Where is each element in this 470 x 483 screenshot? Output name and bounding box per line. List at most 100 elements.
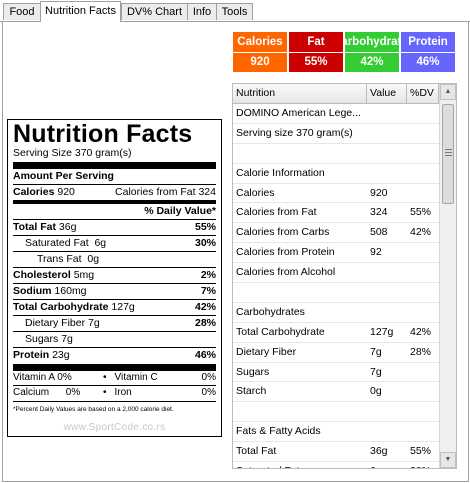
tab-nutrition-facts[interactable]: Nutrition Facts bbox=[40, 1, 121, 22]
scroll-up-icon[interactable]: ▲ bbox=[440, 84, 456, 100]
vertical-scrollbar[interactable]: ▲ ▼ bbox=[439, 84, 456, 468]
table-row[interactable]: DOMINO American Lege... bbox=[233, 104, 439, 124]
cholesterol-row: Cholesterol 5mg 2% bbox=[13, 267, 216, 283]
cell-nutrition: Total Carbohydrate bbox=[236, 325, 325, 338]
total-fat-pct: 55% bbox=[194, 221, 216, 233]
cell-value bbox=[367, 164, 407, 183]
protein-pct: 46% bbox=[194, 349, 216, 361]
cell-value bbox=[367, 303, 407, 322]
trans-fat-amount: 0g bbox=[87, 253, 100, 265]
cell-dv bbox=[407, 283, 439, 302]
cell-dv bbox=[407, 402, 439, 421]
protein-label: Protein bbox=[13, 349, 50, 361]
table-row[interactable]: Calories from Protein 92 bbox=[233, 243, 439, 264]
calories-label: Calories bbox=[13, 186, 55, 198]
table-row[interactable]: Calories 920 bbox=[233, 184, 439, 204]
tab-food[interactable]: Food bbox=[3, 3, 41, 20]
table-row[interactable] bbox=[233, 283, 439, 303]
total-carb-pct: 42% bbox=[194, 301, 216, 313]
daily-value-header-text: % Daily Value* bbox=[144, 205, 216, 217]
grip-line-3 bbox=[445, 155, 452, 156]
calories-summary-label: Calories bbox=[232, 31, 288, 53]
cell-nutrition: Calorie Information bbox=[236, 166, 325, 179]
calories-from-fat: Calories from Fat 324 bbox=[115, 186, 216, 198]
fiber-pct: 28% bbox=[194, 317, 216, 329]
protein-summary: Protein 46% bbox=[400, 31, 456, 73]
watermark: www.SportCode.co.rs bbox=[63, 422, 166, 433]
protein-amount: 23g bbox=[52, 349, 70, 361]
tab-dv-chart[interactable]: DV% Chart bbox=[121, 3, 188, 20]
scroll-down-icon[interactable]: ▼ bbox=[440, 452, 456, 468]
column-header-value[interactable]: Value bbox=[367, 84, 407, 103]
table-row[interactable]: Total Carbohydrate 127g 42% bbox=[233, 323, 439, 343]
cell-value bbox=[367, 422, 407, 441]
cell-value: 92 bbox=[370, 246, 382, 259]
grid-body: DOMINO American Lege... Serving size 370 … bbox=[233, 104, 439, 468]
cell-nutrition: Carbohydrates bbox=[236, 305, 305, 318]
cell-dv: 42% bbox=[410, 226, 432, 239]
sugars-row: Sugars 7g bbox=[13, 331, 216, 347]
table-row[interactable]: Calories from Carbs 508 42% bbox=[233, 223, 439, 244]
tab-tools[interactable]: Tools bbox=[216, 3, 253, 20]
table-row[interactable] bbox=[233, 402, 439, 423]
cell-value bbox=[367, 124, 407, 143]
tab-bar: Food Nutrition Facts DV% Chart Info Tool… bbox=[0, 0, 470, 22]
cell-nutrition: Fats & Fatty Acids bbox=[236, 425, 321, 438]
table-row[interactable]: Starch 0g bbox=[233, 382, 439, 403]
cell-dv: 55% bbox=[410, 206, 432, 219]
table-row[interactable]: Calorie Information bbox=[233, 164, 439, 184]
vitamin-c-pct: 0% bbox=[201, 372, 216, 383]
fiber-row: Dietary Fiber 7g 28% bbox=[13, 315, 216, 331]
protein-row: Protein 23g 46% bbox=[13, 347, 216, 363]
carbs-summary: Carbohydrates 42% bbox=[344, 31, 400, 73]
cell-nutrition bbox=[233, 283, 367, 302]
column-header-nutrition[interactable]: Nutrition bbox=[233, 84, 367, 103]
sodium-label: Sodium bbox=[13, 285, 52, 297]
table-row[interactable]: Carbohydrates bbox=[233, 303, 439, 323]
footnote: *Percent Daily Values are based on a 2,0… bbox=[13, 401, 216, 414]
calcium-label: Calcium bbox=[13, 387, 50, 398]
table-row[interactable]: Dietary Fiber 7g 28% bbox=[233, 343, 439, 363]
table-row[interactable]: Sugars 7g bbox=[233, 363, 439, 383]
cell-dv: 30% bbox=[407, 462, 439, 468]
daily-value-header: % Daily Value* bbox=[13, 200, 216, 219]
cell-value bbox=[367, 144, 407, 163]
cell-value bbox=[367, 104, 407, 123]
iron-pct: 0% bbox=[201, 387, 216, 398]
cell-nutrition bbox=[233, 402, 367, 421]
saturated-fat-label: Saturated Fat bbox=[25, 237, 89, 249]
vitamin-a-label: Vitamin A bbox=[13, 372, 55, 383]
nutrition-facts-label: Nutrition Facts Serving Size 370 gram(s)… bbox=[7, 119, 222, 437]
cell-nutrition: Sugars bbox=[236, 365, 270, 378]
saturated-fat-row: Saturated Fat 6g 30% bbox=[13, 235, 216, 251]
table-row[interactable]: Total Fat 36g 55% bbox=[233, 442, 439, 463]
cholesterol-label: Cholesterol bbox=[13, 269, 71, 281]
cell-dv bbox=[407, 263, 439, 282]
column-header-dv[interactable]: %DV bbox=[407, 84, 439, 103]
carbs-summary-label: Carbohydrates bbox=[344, 31, 400, 53]
table-row[interactable]: Calories from Alcohol bbox=[233, 263, 439, 284]
cell-dv bbox=[407, 363, 439, 382]
table-row[interactable] bbox=[233, 144, 439, 164]
table-row[interactable]: Serving size 370 gram(s) bbox=[233, 124, 439, 144]
cell-value: 7g bbox=[370, 345, 382, 358]
total-carb-row: Total Carbohydrate 127g 42% bbox=[13, 299, 216, 315]
tab-content-frame bbox=[2, 21, 469, 482]
label-title: Nutrition Facts bbox=[13, 120, 193, 148]
cell-value: 508 bbox=[370, 226, 388, 239]
cell-dv bbox=[407, 104, 439, 123]
nutrition-grid[interactable]: Nutrition Value %DV DOMINO American Lege… bbox=[232, 83, 457, 469]
table-row[interactable]: Fats & Fatty Acids bbox=[233, 422, 439, 443]
cell-dv bbox=[407, 422, 439, 441]
cell-dv bbox=[407, 303, 439, 322]
scroll-thumb[interactable] bbox=[442, 104, 454, 204]
sugars-label: Sugars bbox=[25, 333, 59, 345]
calories-summary-value: 920 bbox=[232, 53, 288, 73]
cholesterol-pct: 2% bbox=[200, 269, 216, 281]
calories-row: Calories 920 Calories from Fat 324 bbox=[13, 184, 216, 200]
tab-info[interactable]: Info bbox=[187, 3, 217, 20]
calcium-pct: 0% bbox=[65, 387, 81, 398]
table-row[interactable]: Calories from Fat 324 55% bbox=[233, 203, 439, 224]
bullet-1: • bbox=[102, 372, 107, 383]
